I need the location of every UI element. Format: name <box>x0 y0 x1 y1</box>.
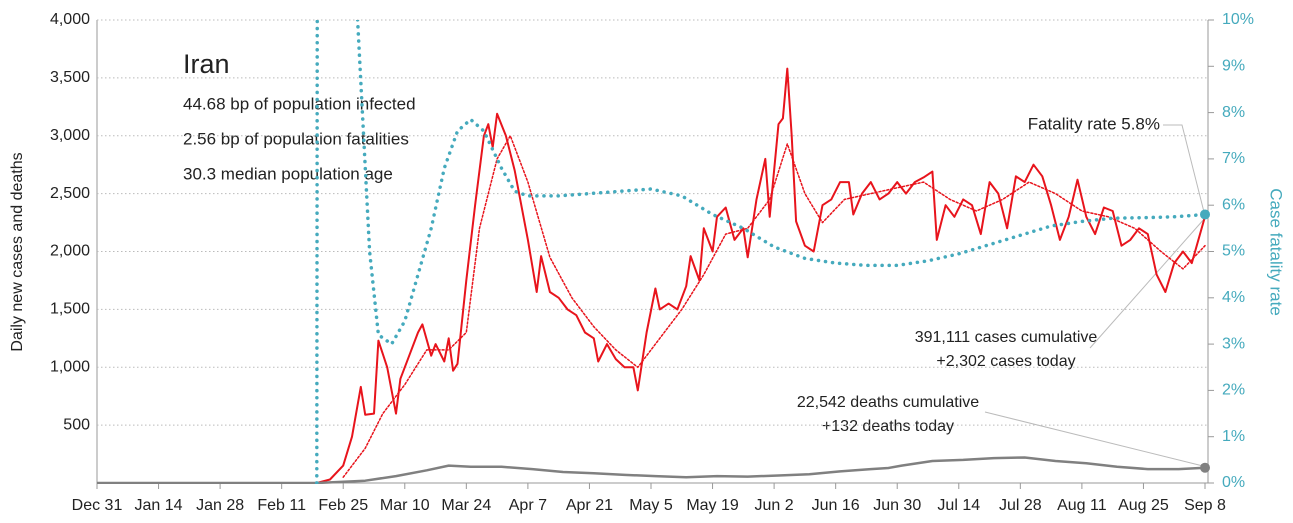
series-line <box>97 67 1206 484</box>
y-tick-label: 1,500 <box>50 301 90 318</box>
y-tick-label: 1,000 <box>50 358 90 375</box>
cases-label: 391,111 cases cumulative <box>915 329 1098 346</box>
y-tick-label: 2,000 <box>50 243 90 260</box>
x-tick-label: Jun 2 <box>755 497 794 514</box>
x-tick-label: Mar 24 <box>441 497 491 514</box>
y2-tick-label: 0% <box>1222 474 1245 491</box>
deaths-label: +132 deaths today <box>822 418 954 435</box>
y-tick-label: 2,500 <box>50 185 90 202</box>
plot-area <box>97 20 1207 484</box>
y2-tick-label: 3% <box>1222 335 1245 352</box>
y-axis-label: Daily new cases and deaths <box>9 152 26 351</box>
series-line <box>342 135 1206 478</box>
y2-tick-label: 9% <box>1222 58 1245 75</box>
connector <box>984 411 1204 467</box>
y-tick-label: 3,000 <box>50 127 90 144</box>
x-tick-label: Dec 31 <box>72 497 123 514</box>
fatality-label: Fatality rate 5.8% <box>1028 114 1160 133</box>
x-tick-label: Jul 28 <box>999 497 1042 514</box>
y-tick-label: 3,500 <box>50 69 90 86</box>
y2-tick-label: 7% <box>1222 150 1245 167</box>
connector <box>1163 124 1206 217</box>
y2-tick-label: 5% <box>1222 243 1245 260</box>
deaths-label: 22,542 deaths cumulative <box>797 394 979 411</box>
x-tick-label: Mar 10 <box>380 497 430 514</box>
x-tick-label: Jan 28 <box>196 497 244 514</box>
x-tick-label: Apr 7 <box>509 497 547 514</box>
x-tick-label: Aug 11 <box>1057 497 1107 514</box>
y2-tick-label: 10% <box>1222 11 1254 28</box>
connector <box>1089 217 1206 349</box>
annotation: 44.68 bp of population infected <box>183 94 416 113</box>
x-tick-label: Jun 16 <box>812 497 860 514</box>
x-tick-label: Feb 25 <box>318 497 368 514</box>
x-tick-label: Feb 11 <box>257 497 306 514</box>
x-tick-label: May 19 <box>686 497 739 514</box>
x-tick-label: May 5 <box>629 497 673 514</box>
end-point <box>1200 462 1210 473</box>
y2-axis-label: Case fatality rate <box>1267 188 1286 316</box>
y2-tick-label: 6% <box>1222 196 1245 213</box>
x-tick-label: Sep 8 <box>1184 497 1226 514</box>
x-tick-label: Jan 14 <box>135 497 183 514</box>
series-line <box>97 456 1207 484</box>
annotation: 30.3 median population age <box>183 164 393 183</box>
x-tick-label: Aug 25 <box>1118 497 1169 514</box>
annotation: 2.56 bp of population fatalities <box>183 129 409 148</box>
y2-tick-label: 2% <box>1222 382 1245 399</box>
end-point <box>1200 209 1210 220</box>
series-line <box>315 20 1207 484</box>
chart-title: Iran <box>183 49 230 79</box>
x-tick-label: Apr 21 <box>566 497 613 514</box>
x-tick-label: Jul 14 <box>937 497 980 514</box>
y2-tick-label: 4% <box>1222 289 1245 306</box>
x-tick-label: Jun 30 <box>873 497 921 514</box>
cases-label: +2,302 cases today <box>936 353 1075 370</box>
y-tick-label: 500 <box>63 416 90 433</box>
y2-tick-label: 1% <box>1222 428 1245 445</box>
y2-tick-label: 8% <box>1222 104 1245 121</box>
y-tick-label: 4,000 <box>50 11 90 28</box>
